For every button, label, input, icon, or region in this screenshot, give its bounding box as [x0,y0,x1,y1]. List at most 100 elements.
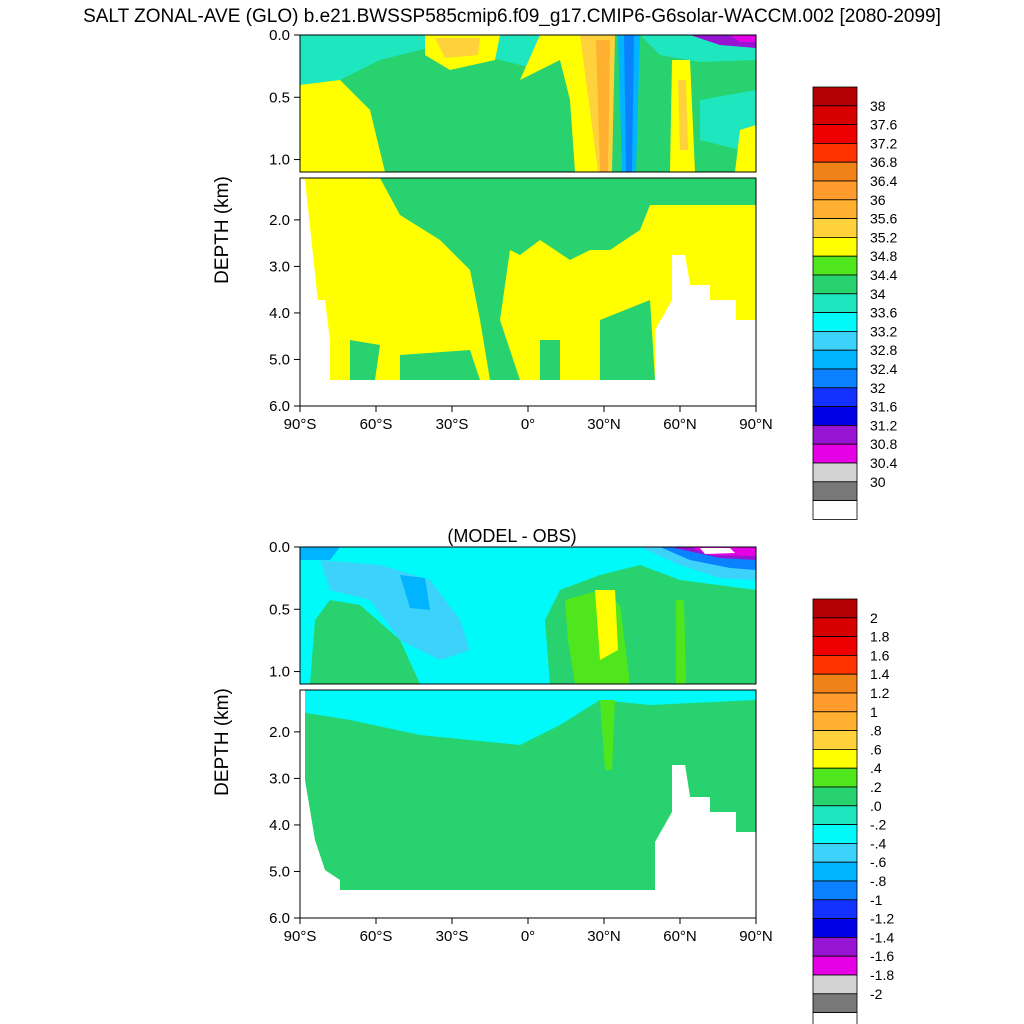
difference-colorbar-label: 1.8 [870,629,890,645]
difference-x-tick-label: 60°S [360,928,393,945]
salinity-colorbar-swatch [812,349,858,370]
salinity-colorbar-swatch [812,462,858,483]
difference-x-tick-label: 90°S [284,928,317,945]
main-title: SALT ZONAL-AVE (GLO) b.e21.BWSSP585cmip6… [83,6,941,27]
difference-colorbar: 21.81.61.41.21.8.6.4.2.0-.2-.4-.6-.8-1-1… [812,598,894,1024]
salinity-y-tick-label: 3.0 [269,258,290,275]
difference-colorbar-label: 2 [870,610,878,626]
salinity-colorbar-swatch [812,406,858,426]
difference-colorbar-swatch [812,767,858,788]
difference-lower-section [299,689,757,919]
salinity-colorbar-label: 36.4 [870,173,897,189]
difference-colorbar-swatch [812,955,858,976]
difference-colorbar-swatch [812,673,858,694]
salinity-colorbar-swatch [812,387,858,407]
difference-colorbar-swatch [812,730,858,750]
salinity-colorbar-swatch [812,124,858,144]
salinity-upper-section [299,34,757,173]
difference-colorbar-label: 1.2 [870,685,890,701]
salinity-colorbar-swatch [812,424,858,445]
difference-colorbar-label: -1.4 [870,929,894,945]
salinity-colorbar-swatch [812,312,858,332]
salinity-colorbar-label: 30 [870,474,886,490]
salinity-colorbar-swatch [812,368,858,389]
salinity-y-tick-label: 2.0 [269,212,290,229]
salinity-x-tick-label: 30°S [436,416,469,433]
difference-panel: 90°S 60°S 30°S 0° 30°N 60°N 90°N 0.0 0.5 1.0 2.0 3.… [269,539,773,945]
salinity-colorbar-swatch [812,330,858,351]
difference-y-tick-label: 0.5 [269,601,290,618]
difference-colorbar-swatch [812,655,858,675]
difference-y-tick-label: 2.0 [269,724,290,741]
salinity-colorbar-label: 36 [870,192,886,208]
salinity-y-tick-label: 5.0 [269,351,290,368]
salinity-lower-section [299,177,757,407]
difference-x-tick-label: 90°N [739,928,773,945]
salinity-colorbar-label: 32.8 [870,342,897,358]
difference-colorbar-label: -1.2 [870,911,894,927]
difference-y-tick-label: 4.0 [269,817,290,834]
salinity-colorbar-swatch [812,274,858,295]
salinity-colorbar-swatch [812,199,858,220]
salinity-colorbar-label: 37.2 [870,135,897,151]
difference-colorbar-swatch [812,861,858,882]
salinity-colorbar: 38 37.6 37.2 36.8 36.4 36 35.6 35.2 34.8 34.4 34 33… [812,86,897,520]
salinity-colorbar-swatch [812,218,858,238]
salinity-y-tick-label: 0.0 [269,27,290,44]
difference-colorbar-label: .0 [870,798,882,814]
difference-colorbar-swatch [812,1012,858,1024]
salinity-colorbar-swatch [812,500,858,520]
salinity-colorbar-label: 31.2 [870,417,897,433]
difference-colorbar-label: -2 [870,986,883,1002]
difference-colorbar-swatch [812,711,858,731]
salinity-colorbar-label: 36.8 [870,154,897,170]
difference-colorbar-label: .8 [870,723,882,739]
salinity-x-tick-label: 60°S [360,416,393,433]
salinity-x-tick-label: 60°N [663,416,697,433]
difference-panel-title: (MODEL - OBS) [447,526,576,546]
difference-y-axis-label: DEPTH (km) [212,688,233,796]
difference-x-tick-label: 30°N [587,928,621,945]
difference-colorbar-label: 1.4 [870,666,890,682]
difference-upper-section [299,546,757,685]
difference-colorbar-swatch [812,749,858,769]
difference-colorbar-swatch [812,843,858,863]
salinity-colorbar-label: 38 [870,98,886,114]
salinity-panel: 90°S 60°S 30°S 0° 30°N 60°N 90°N 0.0 0.5 1.0 2.0 3.… [269,27,773,433]
salinity-colorbar-label: 32 [870,380,886,396]
difference-colorbar-swatch [812,786,858,807]
difference-y-tick-label: 0.0 [269,539,290,556]
salinity-colorbar-label: 35.2 [870,229,897,245]
salinity-colorbar-swatch [812,142,858,163]
difference-x-tick-label: 60°N [663,928,697,945]
difference-colorbar-label: -.6 [870,854,887,870]
salinity-colorbar-label: 37.6 [870,117,897,133]
difference-x-tick-label: 0° [521,928,535,945]
difference-colorbar-label: -1.8 [870,967,894,983]
salinity-y-tick-label: 1.0 [269,152,290,169]
salinity-x-tick-label: 30°N [587,416,621,433]
difference-colorbar-swatch [812,617,858,637]
salinity-colorbar-swatch [812,255,858,276]
difference-colorbar-label: -.2 [870,817,887,833]
difference-colorbar-swatch [812,880,858,901]
difference-colorbar-swatch [812,636,858,656]
salinity-colorbar-label: 31.6 [870,399,897,415]
difference-colorbar-label: 1.6 [870,647,890,663]
difference-colorbar-swatch [812,937,858,957]
salinity-colorbar-swatch [812,86,858,107]
salinity-y-axis-label: DEPTH (km) [212,176,233,284]
difference-colorbar-swatch [812,824,858,844]
difference-colorbar-label: .2 [870,779,882,795]
salinity-colorbar-swatch [812,105,858,126]
salinity-colorbar-label: 34.4 [870,267,897,283]
difference-colorbar-swatch [812,598,858,619]
difference-colorbar-label: -.8 [870,873,887,889]
difference-colorbar-swatch [812,899,858,919]
salinity-x-tick-label: 0° [521,416,535,433]
salinity-colorbar-label: 34.8 [870,248,897,264]
difference-colorbar-label: .6 [870,741,882,757]
salinity-colorbar-label: 33.6 [870,305,897,321]
difference-colorbar-swatch [812,974,858,995]
